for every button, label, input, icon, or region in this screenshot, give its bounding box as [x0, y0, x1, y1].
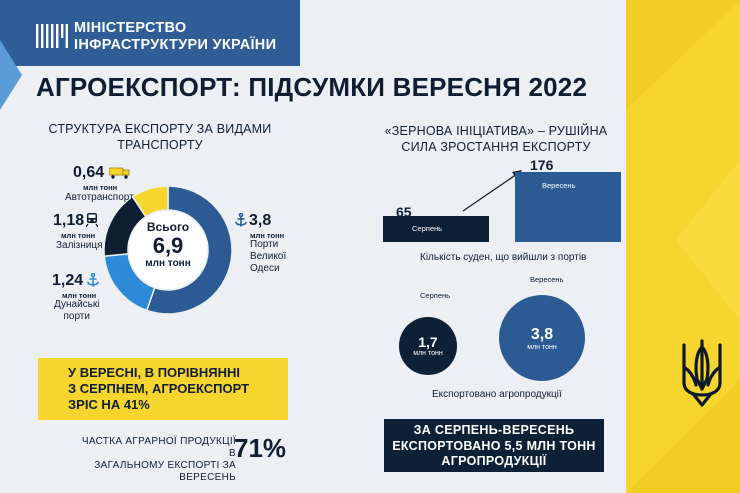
agri-share-value: 71%	[234, 433, 287, 463]
export-sep-circle: 3,8 млн тонн	[499, 295, 585, 381]
agri-share-line2: ЗАГАЛЬНОМУ ЕКСПОРТІ ЗА ВЕРЕСЕНЬ	[94, 460, 236, 483]
growth-line2: З СЕРПНЕМ, АГРОЕКСПОРТ	[68, 381, 250, 396]
anchor-icon	[87, 273, 99, 287]
danube-label: Дунайські порти	[54, 299, 99, 323]
agri-share-line1: ЧАСТКА АГРАРНОЇ ПРОДУКЦІЇ В	[81, 436, 236, 459]
total-line3: АГРОПРОДУКЦІЇ	[441, 454, 547, 468]
donut-center-unit: млн тонн	[145, 258, 191, 269]
page-title: АГРОЕКСПОРТ: ПІДСУМКИ ВЕРЕСНЯ 2022	[36, 72, 588, 102]
ships-aug-value: 65	[396, 204, 412, 220]
ships-aug-bar	[383, 216, 489, 242]
export-aug-unit: млн тонн	[413, 349, 443, 357]
danube-label-line2: порти	[63, 311, 90, 322]
rail-label: Залізниця	[56, 240, 103, 251]
donut-center: Всього 6,9 млн тонн	[128, 220, 208, 269]
ships-caption: Кількість суден, що вийшли з портів	[420, 252, 587, 263]
ministry-name-line2: ІНФРАСТРУКТУРИ УКРАЇНИ	[74, 37, 277, 53]
road-label: Автотранспорт	[65, 192, 134, 203]
odesa-ports-label: Порти Великої Одеси	[250, 239, 286, 275]
donut-slice-road	[131, 185, 169, 218]
ships-sep-bar	[515, 172, 621, 242]
export-caption: Експортовано агропродукції	[432, 389, 562, 400]
header-band	[0, 0, 300, 66]
total-line2: ЕКСПОРТОВАНО 5,5 МЛН ТОНН	[392, 438, 596, 453]
donut-slice-odesa-ports	[145, 185, 233, 315]
odesa-ports-value: 3,8	[249, 212, 272, 229]
rail-value: 1,18	[53, 212, 85, 229]
ministry-name: МІНІСТЕРСТВО ІНФРАСТРУКТУРИ УКРАЇНИ	[74, 20, 276, 54]
strip-pattern-decoration	[626, 0, 740, 493]
ships-aug-label: Серпень	[412, 224, 443, 233]
growth-line3: ЗРІС НА 41%	[68, 397, 150, 412]
growth-line1: У ВЕРЕСНІ, В ПОРІВНЯННІ	[68, 365, 240, 380]
grain-heading-line2: СИЛА ЗРОСТАННЯ ЕКСПОРТУ	[401, 140, 591, 154]
transport-heading-line2: ТРАНСПОРТУ	[117, 138, 203, 152]
odesa-label-line3: Одеси	[250, 263, 280, 274]
truck-icon	[109, 167, 130, 179]
ships-sep-value: 176	[530, 157, 554, 173]
road-value: 0,64	[73, 164, 105, 181]
transport-structure-heading: СТРУКТУРА ЕКСПОРТУ ЗА ВИДАМИ ТРАНСПОРТУ	[40, 121, 280, 153]
odesa-label-line2: Великої	[250, 251, 287, 262]
yellow-side-strip	[626, 0, 740, 493]
total-box: ЗА СЕРПЕНЬ-ВЕРЕСЕНЬ ЕКСПОРТОВАНО 5,5 МЛН…	[384, 419, 604, 472]
export-aug-month: Серпень	[420, 291, 451, 300]
grain-heading-line1: «ЗЕРНОВА ІНІЦІАТИВА» – РУШІЙНА	[384, 124, 608, 138]
export-sep-unit: млн тонн	[527, 344, 557, 351]
side-triangle-decoration	[0, 40, 22, 110]
ministry-name-line1: МІНІСТЕРСТВО	[74, 20, 187, 36]
trident-icon	[682, 339, 722, 407]
export-sep-month: Вересень	[530, 275, 564, 284]
danube-unit: млн тонн	[62, 291, 97, 300]
growth-box: У ВЕРЕСНІ, В ПОРІВНЯННІ З СЕРПНЕМ, АГРОЕ…	[38, 358, 288, 420]
total-line1: ЗА СЕРПЕНЬ-ВЕРЕСЕНЬ	[413, 423, 575, 437]
grain-initiative-heading: «ЗЕРНОВА ІНІЦІАТИВА» – РУШІЙНА СИЛА ЗРОС…	[372, 123, 620, 155]
rail-unit: млн тонн	[61, 231, 96, 240]
road-unit: млн тонн	[83, 183, 118, 192]
danube-label-line1: Дунайські	[54, 299, 100, 310]
ships-sep-label: Вересень	[542, 181, 576, 190]
anchor-icon	[235, 213, 247, 227]
agri-share-text: ЧАСТКА АГРАРНОЇ ПРОДУКЦІЇ В ЗАГАЛЬНОМУ Е…	[74, 436, 236, 484]
donut-center-value: 6,9	[152, 233, 184, 258]
train-icon	[86, 213, 98, 227]
donut-hole	[129, 211, 207, 289]
export-sep-value: 3,8	[530, 326, 554, 343]
export-aug-value: 1,7	[418, 333, 438, 350]
danube-value: 1,24	[52, 272, 84, 289]
export-aug-circle: 1,7 млн тонн	[399, 317, 457, 375]
odesa-label-line1: Порти	[250, 239, 279, 250]
donut-center-label: Всього	[146, 220, 190, 234]
odesa-ports-unit: млн тонн	[250, 231, 285, 240]
ministry-logo-icon	[36, 24, 68, 48]
transport-heading-line1: СТРУКТУРА ЕКСПОРТУ ЗА ВИДАМИ	[48, 122, 272, 136]
